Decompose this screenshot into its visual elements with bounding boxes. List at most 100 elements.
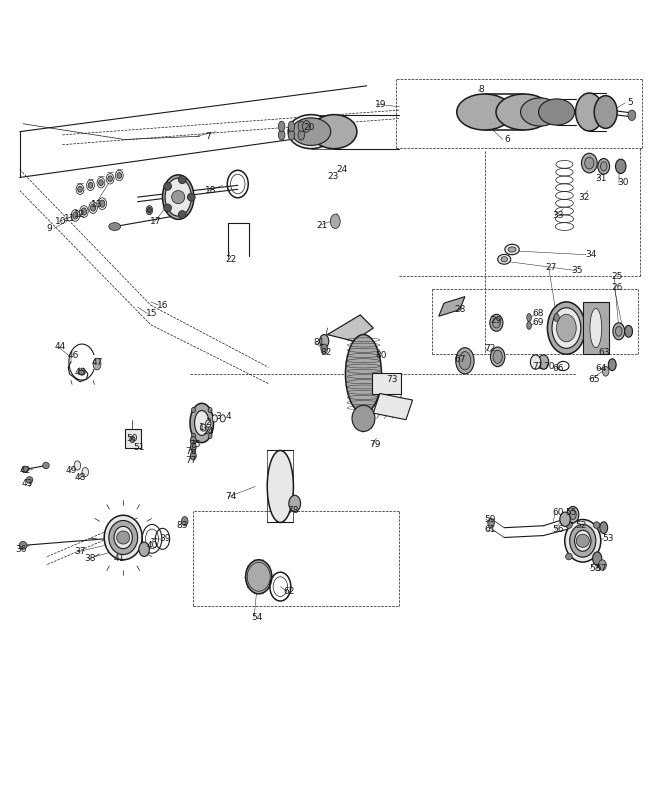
Text: 82: 82	[321, 349, 332, 357]
Ellipse shape	[289, 495, 301, 512]
Ellipse shape	[560, 512, 570, 527]
Ellipse shape	[520, 98, 560, 126]
Ellipse shape	[267, 450, 293, 523]
Ellipse shape	[97, 178, 105, 188]
Ellipse shape	[109, 223, 121, 231]
Ellipse shape	[98, 198, 106, 209]
Text: 45: 45	[74, 368, 86, 377]
Ellipse shape	[547, 302, 585, 354]
Polygon shape	[327, 315, 373, 341]
Circle shape	[178, 211, 186, 219]
Text: 73: 73	[386, 375, 397, 383]
Ellipse shape	[598, 158, 610, 174]
Text: 44: 44	[55, 342, 66, 351]
Text: 83: 83	[176, 521, 188, 530]
Ellipse shape	[117, 172, 122, 179]
Ellipse shape	[457, 94, 512, 130]
Ellipse shape	[212, 415, 218, 422]
Text: 7: 7	[206, 131, 211, 141]
Text: 12: 12	[74, 210, 86, 220]
Ellipse shape	[321, 344, 327, 354]
Ellipse shape	[99, 179, 104, 186]
Ellipse shape	[100, 200, 105, 207]
Ellipse shape	[79, 370, 86, 375]
Ellipse shape	[190, 403, 214, 442]
Ellipse shape	[139, 542, 150, 556]
Text: 31: 31	[595, 174, 607, 183]
Ellipse shape	[345, 334, 381, 413]
Text: 20: 20	[303, 124, 315, 132]
Text: 46: 46	[67, 351, 79, 360]
Text: 56: 56	[552, 525, 564, 534]
Text: 78: 78	[288, 505, 299, 515]
Ellipse shape	[194, 411, 209, 435]
Text: 27: 27	[546, 264, 557, 272]
Text: 2: 2	[206, 419, 211, 427]
Text: 41: 41	[114, 554, 125, 563]
Ellipse shape	[311, 115, 357, 149]
Text: 34: 34	[585, 250, 597, 259]
Ellipse shape	[87, 180, 94, 190]
Ellipse shape	[570, 524, 596, 557]
Bar	[372, 372, 401, 394]
Text: 48: 48	[74, 473, 86, 482]
Text: 33: 33	[552, 211, 564, 220]
Text: 9: 9	[46, 224, 52, 233]
Text: 58: 58	[589, 564, 601, 574]
Ellipse shape	[615, 327, 622, 336]
Circle shape	[576, 534, 589, 547]
Ellipse shape	[584, 157, 594, 169]
Text: 66: 66	[552, 364, 564, 373]
Text: 13: 13	[92, 201, 103, 209]
Text: 54: 54	[251, 613, 263, 622]
Ellipse shape	[496, 94, 552, 130]
Ellipse shape	[595, 96, 617, 128]
Text: 6: 6	[504, 135, 510, 144]
Ellipse shape	[116, 170, 123, 181]
Ellipse shape	[564, 519, 601, 562]
Text: 51: 51	[133, 442, 145, 452]
Text: 24: 24	[336, 165, 347, 174]
Circle shape	[164, 204, 172, 212]
Ellipse shape	[291, 118, 331, 146]
Text: 80: 80	[375, 351, 387, 360]
Text: 17: 17	[150, 217, 162, 227]
Ellipse shape	[130, 436, 135, 442]
Ellipse shape	[331, 214, 340, 228]
Text: 14: 14	[202, 427, 214, 436]
Ellipse shape	[109, 520, 138, 555]
Ellipse shape	[490, 347, 505, 367]
Text: 49: 49	[65, 466, 77, 475]
Ellipse shape	[165, 178, 191, 216]
Ellipse shape	[319, 334, 329, 348]
Ellipse shape	[570, 510, 576, 519]
Text: 35: 35	[572, 266, 583, 275]
Ellipse shape	[493, 350, 502, 364]
Ellipse shape	[279, 130, 285, 140]
Text: 21: 21	[317, 221, 328, 230]
Text: 53: 53	[602, 534, 613, 543]
Text: 72: 72	[484, 345, 496, 353]
Ellipse shape	[599, 560, 607, 571]
Text: 63: 63	[598, 349, 609, 357]
Ellipse shape	[77, 187, 82, 192]
Ellipse shape	[508, 247, 516, 252]
Text: 10: 10	[55, 217, 66, 226]
Ellipse shape	[488, 519, 494, 528]
Ellipse shape	[567, 506, 579, 523]
Ellipse shape	[576, 93, 603, 131]
Text: 59: 59	[484, 515, 496, 523]
Ellipse shape	[26, 477, 33, 483]
Text: 71: 71	[532, 361, 544, 371]
Text: 42: 42	[19, 466, 31, 475]
Ellipse shape	[593, 552, 602, 565]
Text: 67: 67	[454, 355, 466, 364]
Ellipse shape	[352, 405, 375, 431]
Text: 60: 60	[552, 508, 564, 517]
Text: 75: 75	[190, 440, 201, 449]
Ellipse shape	[490, 314, 503, 331]
Ellipse shape	[279, 121, 285, 131]
Text: 8: 8	[478, 84, 484, 94]
Text: 69: 69	[532, 318, 544, 327]
Ellipse shape	[22, 466, 28, 473]
